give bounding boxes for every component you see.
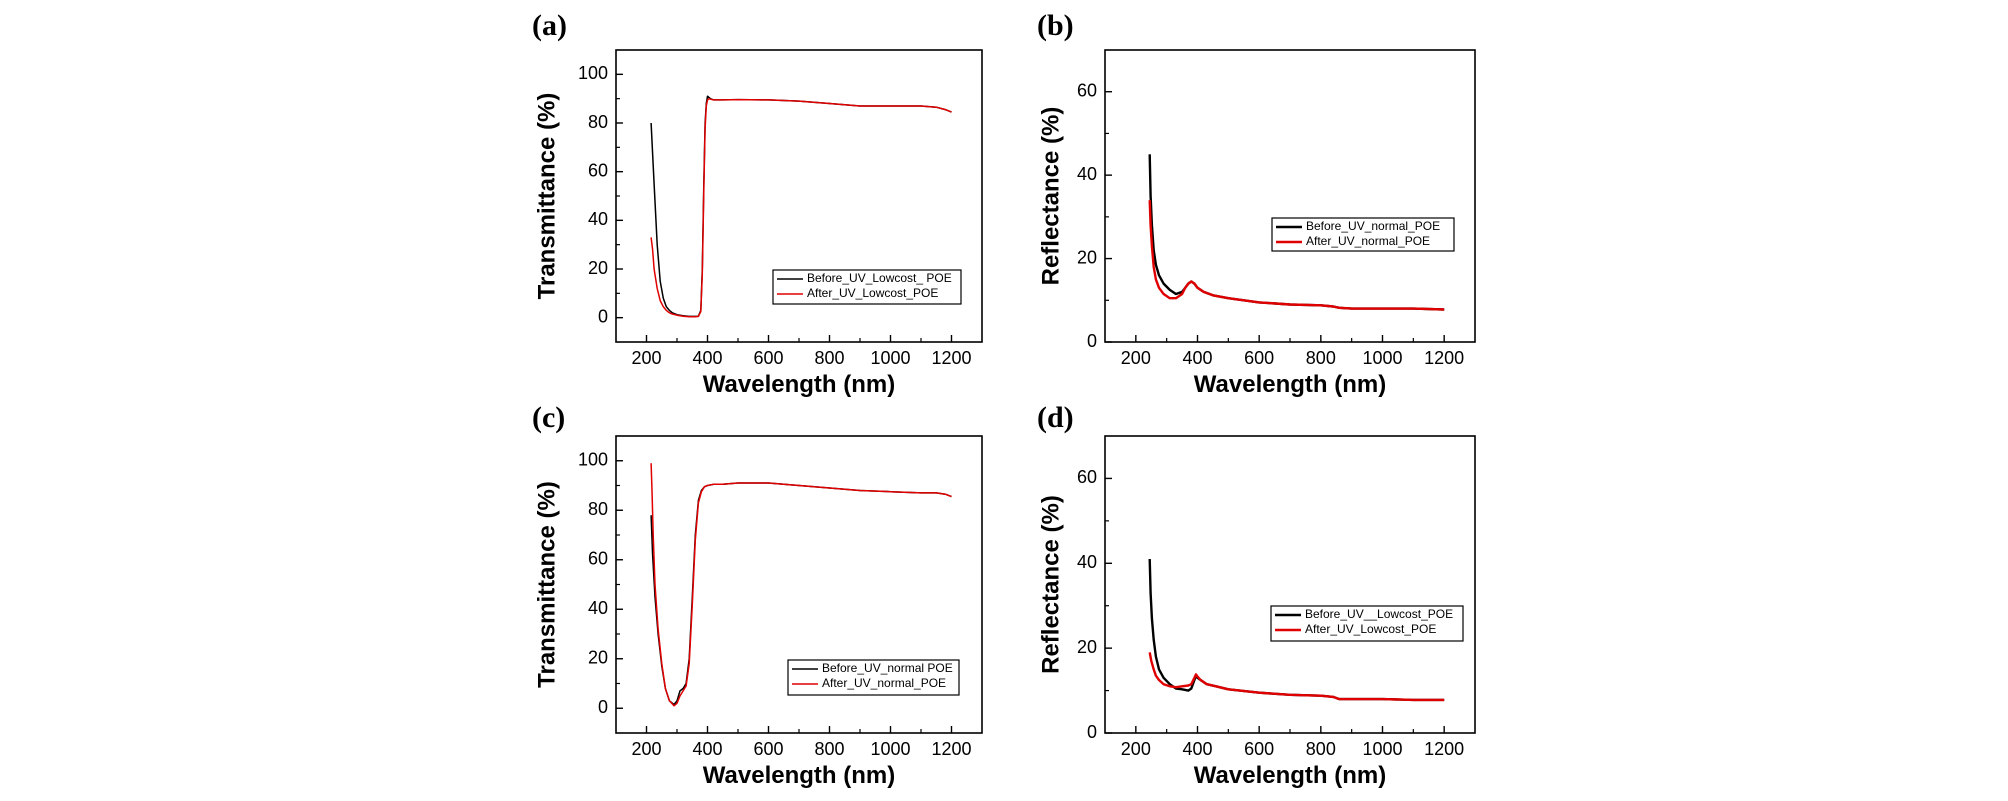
chart-panel-2: (b) 200 400 600 800 1000 1200 0 20 40 60 Wavelength… [1037,9,1476,398]
x-tick-label: 1000 [1362,739,1402,759]
plot-frame [1104,435,1476,734]
y-tick-label: 60 [588,549,608,569]
x-tick-label: 200 [631,739,661,759]
x-axis-title: Wavelength (nm) [703,762,895,789]
x-tick-label: 200 [631,348,661,368]
y-tick-label: 20 [588,258,608,278]
x-tick-label: 1000 [1362,348,1402,368]
x-tick-label: 200 [1121,739,1151,759]
y-tick-label: 0 [1087,331,1097,351]
x-tick-label: 1200 [931,348,971,368]
panel-label: (d) [1037,401,1074,434]
y-tick-label: 60 [1077,80,1097,100]
y-axis-title: Reflectance (%) [1037,495,1064,674]
x-tick-label: 1200 [1424,348,1464,368]
legend-label-1: Before_UV__Lowcost_POE [1305,607,1453,621]
y-tick-label: 20 [1077,247,1097,267]
x-tick-label: 400 [692,348,722,368]
x-tick-label: 800 [814,348,844,368]
y-tick-label: 100 [578,63,608,83]
y-tick-label: 40 [1077,552,1097,572]
x-axis-title: Wavelength (nm) [703,371,895,398]
plot-frame [1104,49,1476,343]
y-tick-label: 60 [588,160,608,180]
y-tick-label: 60 [1077,467,1097,487]
x-tick-label: 1200 [1424,739,1464,759]
y-tick-label: 80 [588,112,608,132]
y-axis-title: Transmittance (%) [533,481,560,688]
series-line-2 [650,97,952,318]
series-line-2 [1148,200,1445,311]
panel-label: (c) [532,401,565,434]
y-tick-label: 20 [1077,637,1097,657]
x-tick-label: 1000 [870,348,910,368]
x-tick-label: 200 [1121,348,1151,368]
y-axis-title: Transmittance (%) [533,93,560,300]
y-tick-label: 20 [588,648,608,668]
x-tick-label: 600 [1244,739,1274,759]
y-tick-label: 40 [588,598,608,618]
x-axis-title: Wavelength (nm) [1194,762,1386,789]
chart-panel-3: (c) 200 400 600 800 1000 1200 0 20 40 60 80 100 Wavel… [532,401,983,789]
series-line-2 [650,463,952,707]
y-tick-label: 0 [598,697,608,717]
y-tick-label: 40 [588,209,608,229]
y-tick-label: 80 [588,499,608,519]
chart-panel-1: (a) 200 400 600 800 1000 1200 0 20 40 60 80 100 Wavel… [532,9,983,398]
legend-label-2: After_UV_normal_POE [1306,234,1430,248]
legend-label-1: Before_UV_normal_POE [1306,219,1440,233]
legend-label-2: After_UV_normal_POE [822,676,946,690]
legend-label-1: Before_UV_Lowcost_ POE [807,271,952,285]
y-tick-label: 100 [578,450,608,470]
legend-label-1: Before_UV_normal POE [822,661,953,675]
x-tick-label: 1000 [870,739,910,759]
x-tick-label: 800 [1306,348,1336,368]
legend-box [1271,217,1455,252]
chart-panel-4: (d) 200 400 600 800 1000 1200 0 20 40 60 Wavelength… [1037,401,1476,789]
legend-box [1270,605,1464,642]
x-tick-label: 800 [1306,739,1336,759]
x-tick-label: 1200 [931,739,971,759]
y-axis-title: Reflectance (%) [1037,107,1064,286]
panel-label: (b) [1037,9,1074,42]
legend-label-2: After_UV_Lowcost_POE [807,286,938,300]
x-tick-label: 800 [814,739,844,759]
x-axis-title: Wavelength (nm) [1194,371,1386,398]
legend-box [787,659,960,696]
legend-label-2: After_UV_Lowcost_POE [1305,622,1436,636]
x-tick-label: 600 [1244,348,1274,368]
x-tick-label: 400 [692,739,722,759]
x-tick-label: 600 [753,739,783,759]
y-tick-label: 40 [1077,164,1097,184]
x-tick-label: 600 [753,348,783,368]
y-tick-label: 0 [1087,722,1097,742]
panel-label: (a) [532,9,567,42]
legend-box [772,269,962,305]
x-tick-label: 400 [1182,348,1212,368]
series-line-2 [1148,652,1445,702]
y-tick-label: 0 [598,306,608,326]
x-tick-label: 400 [1182,739,1212,759]
